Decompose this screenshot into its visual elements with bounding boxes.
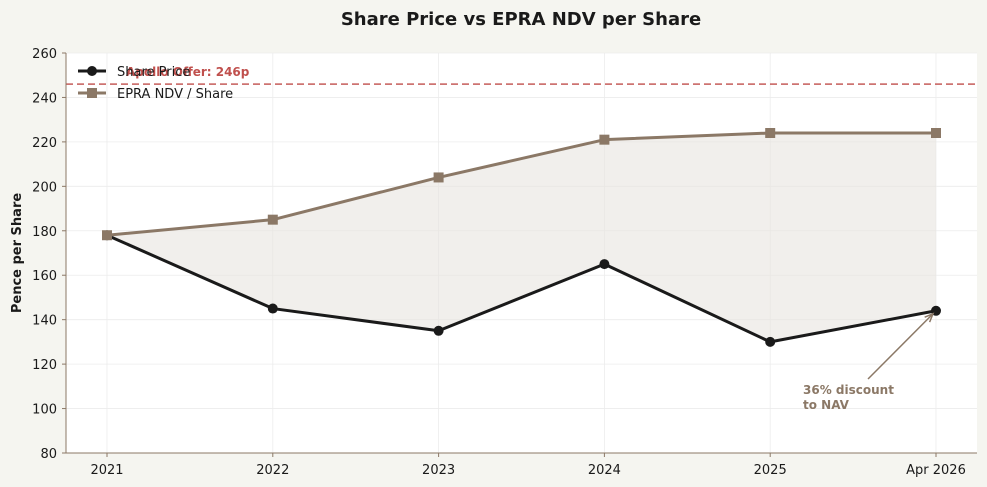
offer-reference: Apollo Offer: 246p <box>66 65 977 86</box>
annotation-text-line-0: 36% discount <box>803 383 894 397</box>
share-price-point-2 <box>433 325 444 336</box>
y-tick-label-6: 200 <box>32 180 57 195</box>
series-group <box>102 128 941 347</box>
share-price-line <box>106 233 937 344</box>
y-tick-label-0: 80 <box>40 447 57 462</box>
x-tick-label-2: 2023 <box>422 463 455 478</box>
share-price-point-4 <box>765 336 776 347</box>
chart-title: Share Price vs EPRA NDV per Share <box>341 9 701 30</box>
tick-labels: 80 100 120 140 160 180 200 220 240 260 2021 2022 202… <box>32 47 966 478</box>
epra-ndv-share-point-1 <box>267 214 278 225</box>
x-tick-label-5: Apr 2026 <box>906 463 966 478</box>
y-tick-label-9: 260 <box>32 47 57 62</box>
annotation-text-line-1: to NAV <box>803 398 850 412</box>
y-tick-label-7: 220 <box>32 136 57 151</box>
legend: Share Price EPRA NDV / Share <box>78 65 233 102</box>
y-tick-label-3: 140 <box>32 314 57 329</box>
epra-ndv-share-point-2 <box>433 172 444 183</box>
y-axis-label: Pence per Share <box>10 193 25 314</box>
y-tick-label-4: 160 <box>32 269 57 284</box>
legend-share-price-label: Share Price <box>117 65 190 80</box>
y-tick-label-5: 180 <box>32 225 57 240</box>
epra-ndv-share-line <box>106 131 936 237</box>
x-tick-label-1: 2022 <box>256 463 289 478</box>
axes <box>65 53 977 454</box>
discount-fill-area <box>107 133 936 342</box>
x-tick-label-4: 2025 <box>754 463 787 478</box>
y-tick-label-2: 120 <box>32 358 57 373</box>
x-tick-label-3: 2024 <box>588 463 621 478</box>
offer-reference-label: Apollo Offer: 246p <box>126 65 250 79</box>
legend-epra-ndv-share-marker <box>87 88 97 98</box>
epra-ndv-share-point-3 <box>599 134 610 145</box>
x-tick-label-0: 2021 <box>90 463 123 478</box>
y-tick-label-8: 240 <box>32 91 57 106</box>
legend-epra-ndv-share-label: EPRA NDV / Share <box>117 87 233 102</box>
share-price-point-3 <box>599 259 610 270</box>
epra-ndv-share-point-5 <box>931 128 941 138</box>
annotation-arrow-line <box>867 313 934 380</box>
legend-share-price-marker <box>87 66 97 76</box>
share-price-point-1 <box>267 303 278 314</box>
annotation-arrow-head <box>924 312 935 323</box>
y-tick-label-1: 100 <box>32 403 57 418</box>
epra-ndv-share-point-4 <box>765 128 776 138</box>
epra-ndv-share-point-0 <box>102 230 112 241</box>
